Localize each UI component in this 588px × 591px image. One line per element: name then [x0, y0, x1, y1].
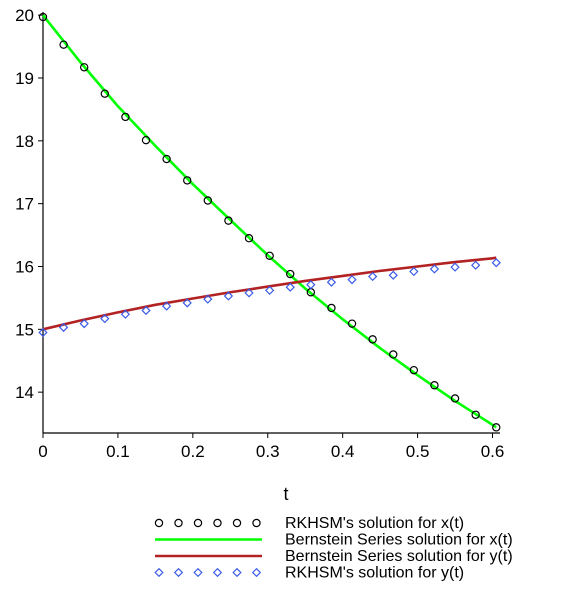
- y-tick-label: 19: [15, 69, 34, 88]
- x-tick-label: 0.4: [331, 442, 355, 461]
- data-point: [38, 12, 48, 22]
- legend-label: Bernstein Series solution for x(t): [285, 532, 513, 549]
- data-point: [409, 365, 419, 375]
- data-point: [182, 298, 192, 308]
- data-point: [327, 303, 336, 313]
- data-point: [367, 271, 378, 282]
- data-point: [429, 264, 440, 274]
- y-tick-label: 20: [15, 6, 34, 25]
- x-tick-label: 0.6: [481, 442, 505, 461]
- data-point: [306, 280, 316, 290]
- data-point: [244, 288, 254, 298]
- series-layer: [38, 12, 501, 432]
- data-point: [141, 305, 151, 316]
- legend-swatch-marker: [193, 567, 203, 578]
- legend-swatch-marker: [173, 567, 184, 578]
- legend-label: Bernstein Series solution for y(t): [285, 548, 513, 565]
- data-point: [450, 262, 460, 272]
- legend-item: RKHSM's solution for y(t): [154, 565, 464, 582]
- data-point: [203, 196, 213, 205]
- data-point: [389, 350, 398, 359]
- data-point: [347, 275, 357, 285]
- plot-area: 14 15 16 17 18 19 20 0 0.1 0.2 0.3 0.4 0.5 0.6: [15, 6, 504, 461]
- series-1: [38, 12, 501, 432]
- legend-item: Bernstein Series solution for y(t): [155, 548, 513, 565]
- data-point: [223, 291, 234, 301]
- data-point: [120, 309, 131, 319]
- data-point: [244, 234, 254, 243]
- data-point: [368, 335, 377, 344]
- y-tick-label: 18: [15, 132, 34, 151]
- series-4: [38, 258, 501, 338]
- legend-swatch-marker: [174, 518, 183, 528]
- legend-item: Bernstein Series solution for x(t): [155, 532, 513, 549]
- legend-swatch-marker: [252, 518, 261, 528]
- series-2: [41, 14, 497, 429]
- series-line: [41, 14, 497, 429]
- x-axis-title: t: [283, 484, 288, 504]
- data-point: [388, 270, 398, 280]
- data-point: [347, 319, 357, 328]
- x-tick-label: 0.3: [256, 442, 280, 461]
- data-point: [162, 154, 171, 164]
- data-point: [286, 269, 295, 279]
- data-point: [100, 89, 110, 98]
- data-point: [203, 294, 213, 304]
- data-point: [79, 319, 89, 329]
- x-tick-label: 0.1: [106, 442, 130, 461]
- legend-item: RKHSM's solution for x(t): [154, 515, 464, 532]
- data-point: [450, 394, 460, 403]
- data-point: [100, 313, 110, 324]
- data-point: [183, 176, 192, 185]
- data-point: [409, 266, 419, 277]
- data-point: [141, 135, 151, 145]
- legend: RKHSM's solution for x(t)Bernstein Serie…: [154, 515, 513, 582]
- data-point: [265, 251, 274, 261]
- legend-swatch-marker: [154, 518, 164, 528]
- data-point: [58, 322, 69, 333]
- data-point: [471, 410, 480, 419]
- data-point: [121, 112, 130, 122]
- legend-swatch-marker: [232, 567, 242, 578]
- y-tick-label: 16: [15, 257, 34, 276]
- data-point: [80, 63, 89, 72]
- data-point: [491, 258, 501, 268]
- y-tick-label: 15: [15, 320, 34, 339]
- legend-swatch-marker: [154, 567, 164, 578]
- data-point: [326, 277, 337, 287]
- legend-label: RKHSM's solution for y(t): [285, 565, 464, 582]
- y-ticks: 14 15 16 17 18 19 20: [15, 6, 43, 402]
- x-tick-label: 0: [38, 442, 47, 461]
- legend-swatch-marker: [213, 518, 222, 528]
- data-point: [471, 260, 481, 270]
- data-point: [264, 285, 275, 296]
- data-point: [59, 40, 68, 49]
- x-ticks: 0 0.1 0.2 0.3 0.4 0.5 0.6: [38, 433, 504, 461]
- data-point: [161, 301, 172, 311]
- x-tick-label: 0.2: [181, 442, 205, 461]
- x-tick-label: 0.5: [406, 442, 430, 461]
- legend-swatch-marker: [251, 567, 262, 578]
- data-point: [492, 423, 501, 432]
- legend-swatch-marker: [193, 518, 203, 528]
- data-point: [224, 216, 233, 225]
- legend-swatch-marker: [212, 567, 223, 578]
- legend-swatch-marker: [232, 518, 242, 528]
- data-point: [430, 381, 439, 390]
- data-point: [38, 327, 48, 338]
- y-tick-label: 14: [15, 383, 34, 402]
- data-point: [285, 282, 295, 292]
- y-tick-label: 17: [15, 195, 34, 214]
- legend-label: RKHSM's solution for x(t): [285, 515, 464, 532]
